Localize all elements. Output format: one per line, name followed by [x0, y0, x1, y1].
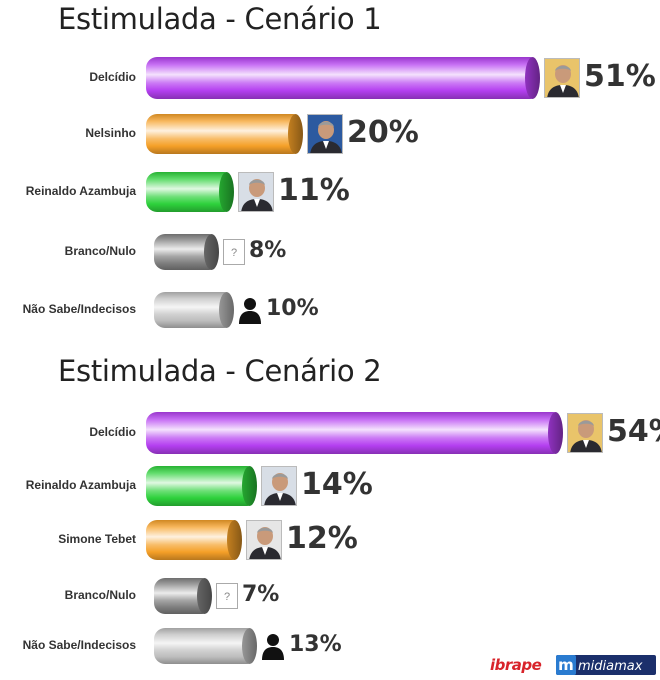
bar [146, 57, 540, 99]
category-label: Delcídio [89, 425, 136, 439]
bar-body [146, 520, 238, 560]
person-icon [238, 296, 262, 324]
bar [146, 466, 257, 506]
value-label: 14% [301, 467, 373, 502]
candidate-photo [238, 172, 274, 212]
value-label: 8% [249, 238, 287, 263]
value-label: 54% [607, 414, 660, 449]
category-label: Simone Tebet [58, 532, 136, 546]
bar-body [154, 292, 230, 328]
bar-end-cap [227, 520, 242, 560]
bar [146, 520, 242, 560]
bar [146, 114, 303, 154]
bar-end-cap [197, 578, 212, 614]
category-label: Não Sabe/Indecisos [22, 638, 136, 652]
chart-title-2: Estimulada - Cenário 2 [58, 354, 382, 388]
category-label: Nelsinho [85, 126, 136, 140]
ibrape-logo: ibrape [490, 656, 542, 674]
category-label: Delcídio [89, 70, 136, 84]
value-label: 13% [289, 632, 342, 657]
category-label: Branco/Nulo [64, 244, 136, 258]
candidate-photo [307, 114, 343, 154]
question-box-icon: ? [216, 583, 238, 609]
bar [146, 412, 563, 454]
category-label: Branco/Nulo [64, 588, 136, 602]
question-box-icon: ? [223, 239, 245, 265]
bar-end-cap [219, 292, 234, 328]
value-label: 20% [347, 115, 419, 150]
midiamax-symbol: m [556, 655, 576, 675]
value-label: 12% [286, 521, 358, 556]
bar-body [146, 172, 230, 212]
person-icon [261, 632, 285, 660]
candidate-photo [544, 58, 580, 98]
bar-body [146, 57, 536, 99]
bar-end-cap [219, 172, 234, 212]
midiamax-logo: m midiamax [556, 655, 656, 675]
bar [154, 628, 257, 664]
bar-end-cap [242, 466, 257, 506]
category-label: Não Sabe/Indecisos [22, 302, 136, 316]
bar-body [146, 466, 253, 506]
bar-body [146, 114, 299, 154]
bar-end-cap [548, 412, 563, 454]
bar [154, 234, 219, 270]
value-label: 7% [242, 582, 280, 607]
value-label: 10% [266, 296, 319, 321]
midiamax-wordmark: midiamax [578, 659, 643, 674]
candidate-photo [246, 520, 282, 560]
category-label: Reinaldo Azambuja [25, 478, 136, 492]
bar [154, 578, 212, 614]
bar-end-cap [242, 628, 257, 664]
chart-title-1: Estimulada - Cenário 1 [58, 2, 382, 36]
candidate-photo [567, 413, 603, 453]
bar-end-cap [288, 114, 303, 154]
bar-body [154, 628, 253, 664]
bar-end-cap [204, 234, 219, 270]
bar [154, 292, 234, 328]
bar [146, 172, 234, 212]
candidate-photo [261, 466, 297, 506]
category-label: Reinaldo Azambuja [25, 184, 136, 198]
value-label: 51% [584, 59, 656, 94]
bar-end-cap [525, 57, 540, 99]
bar-body [146, 412, 559, 454]
value-label: 11% [278, 173, 350, 208]
